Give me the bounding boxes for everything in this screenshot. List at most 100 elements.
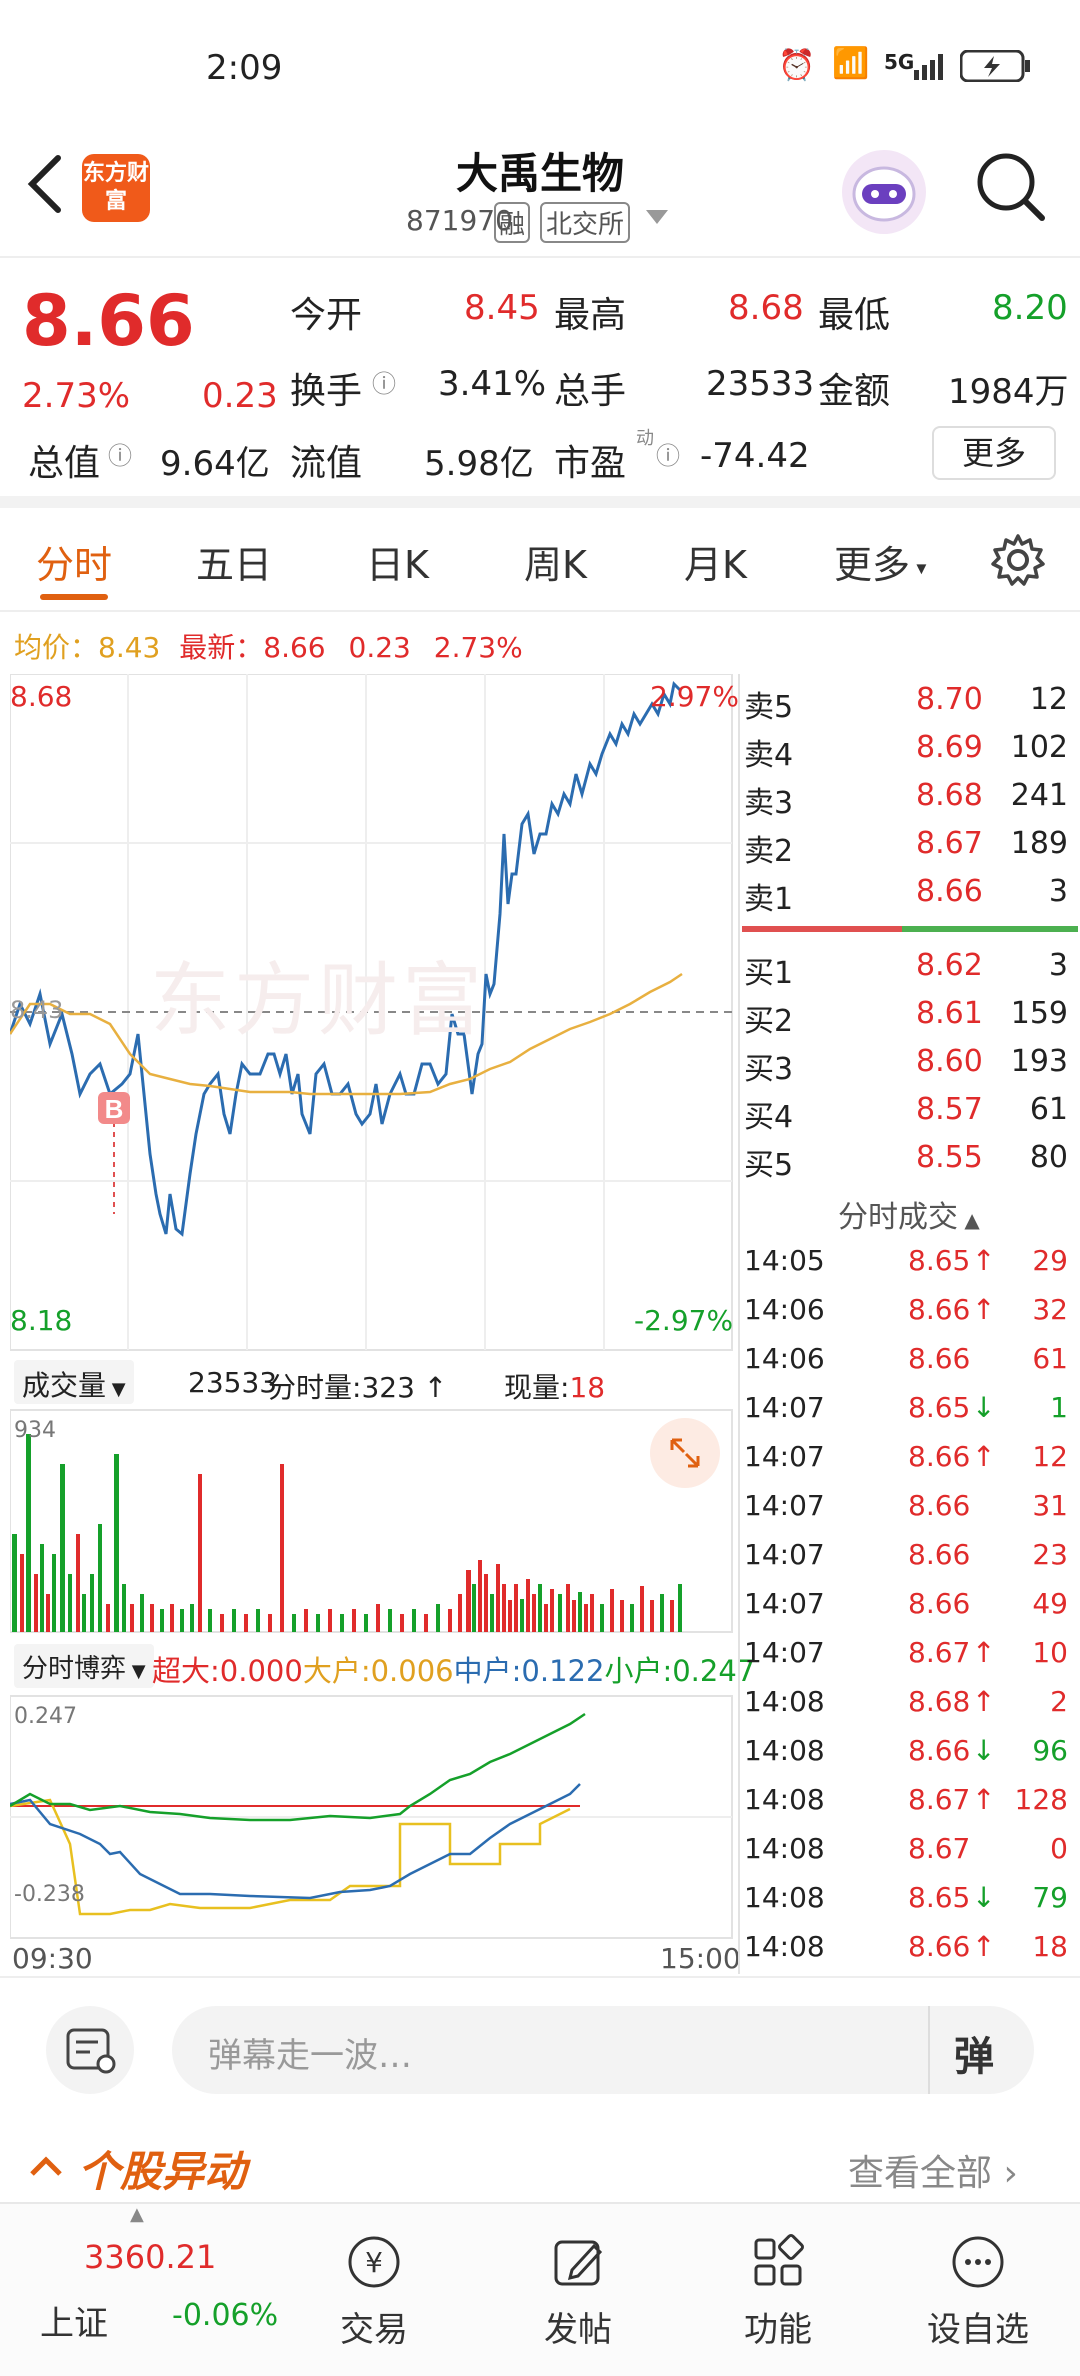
view-all-link[interactable]: 查看全部 › xyxy=(848,2144,1018,2196)
bid-row[interactable]: 买2 8.61 159 xyxy=(740,990,1080,1039)
ask-row[interactable]: 卖1 8.66 3 xyxy=(740,868,1080,917)
index-name[interactable]: 上证 xyxy=(40,2304,108,2344)
mcap-value: 9.64亿 xyxy=(160,444,270,484)
nav-trade[interactable]: ¥ 交易 xyxy=(314,2234,434,2351)
nav-functions[interactable]: 功能 xyxy=(718,2234,838,2351)
ask-label: 卖4 xyxy=(744,738,794,773)
mid-label: 中户 xyxy=(453,1654,512,1688)
bid-label: 买5 xyxy=(744,1148,794,1183)
expand-icon[interactable] xyxy=(650,1418,720,1488)
bid-price: 8.57 xyxy=(916,1092,983,1127)
arrow-up-icon: ↑ xyxy=(972,1930,996,1963)
ask-volume: 241 xyxy=(1010,778,1068,813)
tab-five-day[interactable]: 五日 xyxy=(196,543,273,587)
minute-volume-label: 分时量: xyxy=(268,1371,362,1404)
bid-row[interactable]: 买4 8.57 61 xyxy=(740,1086,1080,1135)
tab-more[interactable]: 更多 ▾ xyxy=(834,534,926,589)
change-amount: 0.23 xyxy=(202,376,278,416)
ask-row[interactable]: 卖2 8.67 189 xyxy=(740,820,1080,869)
bid-volume: 61 xyxy=(1029,1092,1068,1127)
chart-top-price: 8.68 xyxy=(10,680,73,713)
quote-panel: 8.66 2.73% 0.23 今开 8.45 最高 8.68 最低 8.20 … xyxy=(0,258,1080,508)
index-value[interactable]: 3360.21 xyxy=(84,2238,217,2276)
latest-change: 0.23 xyxy=(348,631,411,664)
tick-volume: 31 xyxy=(1032,1489,1068,1522)
danmu-send-button[interactable]: 弹 xyxy=(954,2034,994,2080)
bid-volume: 159 xyxy=(1010,996,1068,1031)
ask-price: 8.68 xyxy=(916,778,983,813)
amount-label: 金额 xyxy=(818,371,891,412)
tick-price: 8.66 xyxy=(908,1293,971,1326)
settings-gear-icon[interactable] xyxy=(990,532,1046,588)
volume-value: 23533 xyxy=(706,364,815,404)
turnover-value: 3.41% xyxy=(438,364,547,404)
volume-selector[interactable]: 成交量 ▼ xyxy=(14,1360,134,1404)
search-icon[interactable] xyxy=(974,150,1046,222)
chart-area[interactable]: B xyxy=(10,674,755,1975)
bid-label: 买1 xyxy=(744,956,794,991)
tick-time: 14:07 xyxy=(744,1391,825,1424)
chevron-up-icon xyxy=(28,2148,64,2184)
signal-icon xyxy=(914,52,950,80)
tab-daily-k[interactable]: 日K xyxy=(366,543,429,587)
bid-label: 买4 xyxy=(744,1100,794,1135)
current-price: 8.66 xyxy=(22,280,195,362)
bid-price: 8.61 xyxy=(916,996,983,1031)
tick-price: 8.67 xyxy=(908,1636,971,1669)
ask-label: 卖1 xyxy=(744,882,794,917)
tick-volume: 79 xyxy=(1032,1881,1068,1914)
nav-add-watchlist[interactable]: 设自选 xyxy=(918,2234,1038,2351)
info-icon[interactable]: ⓘ xyxy=(656,442,680,470)
ask-row[interactable]: 卖3 8.68 241 xyxy=(740,772,1080,821)
tick-row: 14:08 8.67 ↑ 128 xyxy=(740,1777,1080,1826)
bid-volume: 193 xyxy=(1010,1044,1068,1079)
bid-row[interactable]: 买3 8.60 193 xyxy=(740,1038,1080,1087)
stock-movement-row[interactable]: 个股异动 查看全部 › xyxy=(0,2130,1080,2202)
info-icon[interactable]: ⓘ xyxy=(108,442,132,470)
volume-total: 23533 xyxy=(188,1366,278,1399)
avg-info-bar: 均价：8.43 最新：8.66 0.23 2.73% xyxy=(14,626,523,666)
tick-price: 8.66 xyxy=(908,1734,971,1767)
ask-volume: 3 xyxy=(1048,874,1068,909)
tick-time: 14:08 xyxy=(744,1783,825,1816)
fund-flow-label: 分时博弈 xyxy=(22,1654,127,1684)
bid-row[interactable]: 买5 8.55 80 xyxy=(740,1134,1080,1183)
back-icon[interactable] xyxy=(22,154,66,214)
tab-weekly-k[interactable]: 周K xyxy=(524,543,587,587)
fund-flow-selector[interactable]: 分时博弈 ▼ xyxy=(14,1644,154,1688)
tick-volume: 0 xyxy=(1050,1832,1068,1865)
tick-volume: 12 xyxy=(1032,1440,1068,1473)
danmu-input[interactable]: 弹幕走一波… 弹 xyxy=(172,2006,1034,2094)
app-logo: 东方财富 xyxy=(82,154,150,222)
tick-price: 8.65 xyxy=(908,1244,971,1277)
nav-trade-label: 交易 xyxy=(340,2310,408,2350)
tick-time: 14:06 xyxy=(744,1342,825,1375)
svg-text:¥: ¥ xyxy=(365,2246,383,2279)
ask-row[interactable]: 卖5 8.70 12 xyxy=(740,676,1080,725)
tick-price: 8.66 xyxy=(908,1489,971,1522)
more-button[interactable]: 更多 xyxy=(932,426,1056,480)
view-all-label: 查看全部 xyxy=(848,2153,993,2194)
avg-value: 8.43 xyxy=(98,631,161,664)
dropdown-icon[interactable] xyxy=(646,210,668,230)
fund-big-line xyxy=(10,1798,571,1916)
ticks-title[interactable]: 分时成交 ▲ xyxy=(838,1192,980,1236)
bid-row[interactable]: 买1 8.62 3 xyxy=(740,942,1080,991)
danmu-settings-icon[interactable] xyxy=(46,2006,134,2094)
ask-row[interactable]: 卖4 8.69 102 xyxy=(740,724,1080,773)
tick-time: 14:06 xyxy=(744,1293,825,1326)
tick-row: 14:08 8.65 ↓ 79 xyxy=(740,1875,1080,1924)
tick-price: 8.66 xyxy=(908,1538,971,1571)
tick-price: 8.66 xyxy=(908,1930,971,1963)
bid-price: 8.60 xyxy=(916,1044,983,1079)
robot-assistant-icon[interactable] xyxy=(842,150,926,234)
tick-volume: 61 xyxy=(1032,1342,1068,1375)
tick-row: 14:07 8.66 49 xyxy=(740,1581,1080,1630)
tab-intraday[interactable]: 分时 xyxy=(36,543,113,587)
nav-post[interactable]: 发帖 xyxy=(518,2234,638,2351)
arrow-up-icon: ↑ xyxy=(972,1685,996,1718)
tick-row: 14:06 8.66 61 xyxy=(740,1336,1080,1385)
ask-label: 卖5 xyxy=(744,690,794,725)
tab-monthly-k[interactable]: 月K xyxy=(684,543,747,587)
info-icon[interactable]: ⓘ xyxy=(372,370,396,398)
